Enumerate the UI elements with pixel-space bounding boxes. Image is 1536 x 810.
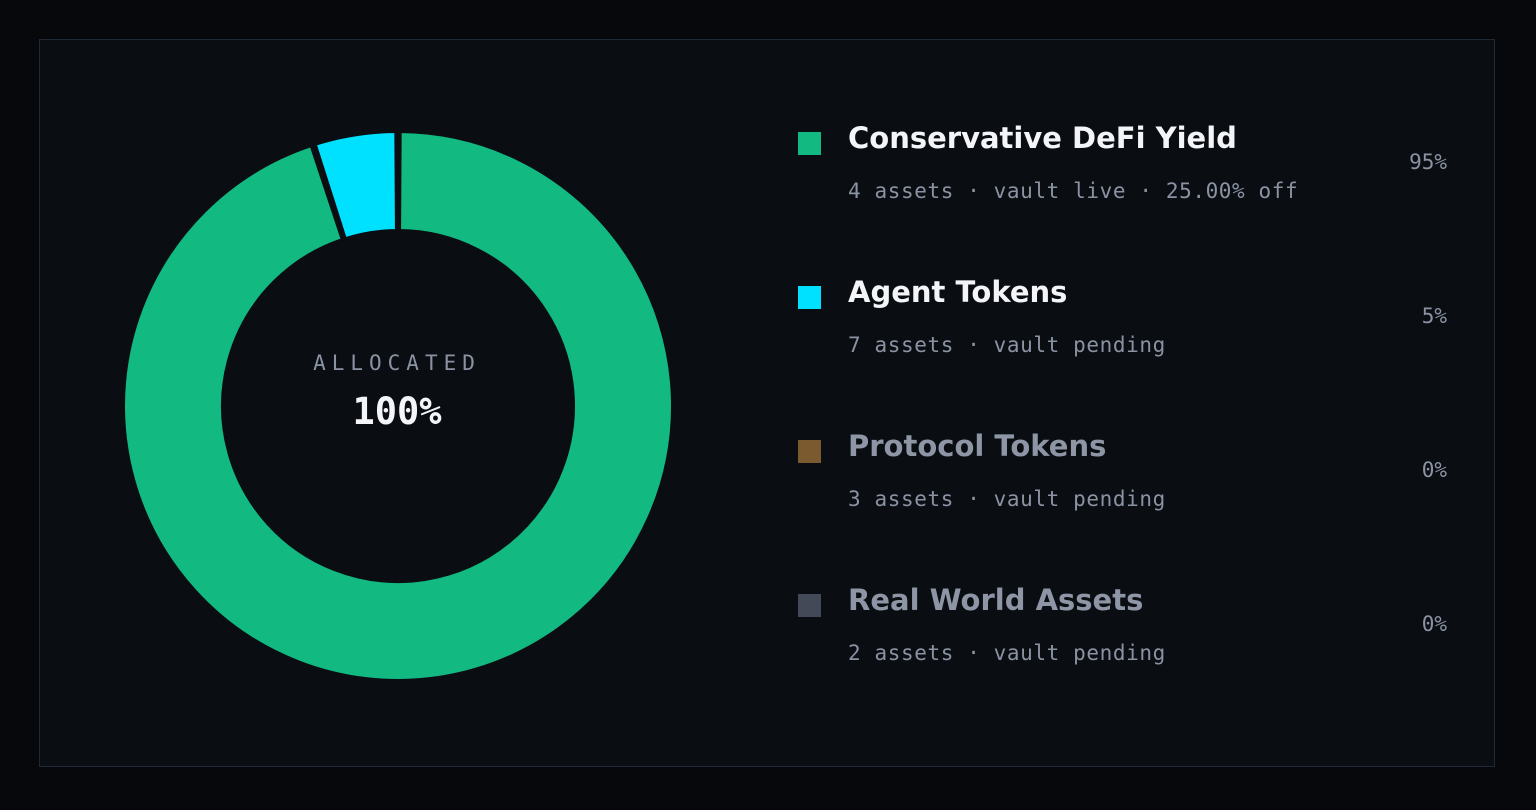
legend-item-name: Conservative DeFi Yield xyxy=(848,121,1237,155)
legend-item-protocol-tokens[interactable]: Protocol Tokens 3 assets · vault pending… xyxy=(797,429,1447,559)
donut-slice-agent-tokens[interactable] xyxy=(312,131,399,242)
allocation-donut-chart xyxy=(123,131,673,681)
legend-item-real-world-assets[interactable]: Real World Assets 2 assets · vault pendi… xyxy=(797,583,1447,713)
legend-item-percent: 0% xyxy=(1421,612,1447,636)
legend-item-conservative-defi-yield[interactable]: Conservative DeFi Yield 4 assets · vault… xyxy=(797,121,1447,251)
legend-item-percent: 0% xyxy=(1421,458,1447,482)
legend-item-meta: 2 assets · vault pending xyxy=(848,641,1166,665)
legend-swatch xyxy=(798,594,821,617)
legend-item-name: Protocol Tokens xyxy=(848,429,1107,463)
donut-center-value: 100% xyxy=(352,390,442,433)
legend-swatch xyxy=(798,132,821,155)
donut-center-label: ALLOCATED xyxy=(313,351,481,375)
legend-swatch xyxy=(798,286,821,309)
legend-item-meta: 3 assets · vault pending xyxy=(848,487,1166,511)
legend-item-agent-tokens[interactable]: Agent Tokens 7 assets · vault pending 5% xyxy=(797,275,1447,405)
legend-item-name: Real World Assets xyxy=(848,583,1144,617)
legend-item-meta: 7 assets · vault pending xyxy=(848,333,1166,357)
legend-item-name: Agent Tokens xyxy=(848,275,1068,309)
legend-item-percent: 5% xyxy=(1421,304,1447,328)
allocation-panel: ALLOCATED 100% Conservative DeFi Yield 4… xyxy=(39,39,1495,767)
legend-swatch xyxy=(798,440,821,463)
legend-item-percent: 95% xyxy=(1409,150,1447,174)
donut-slice-conservative-defi-yield[interactable] xyxy=(123,131,673,681)
legend-item-meta: 4 assets · vault live · 25.00% off xyxy=(848,179,1299,203)
